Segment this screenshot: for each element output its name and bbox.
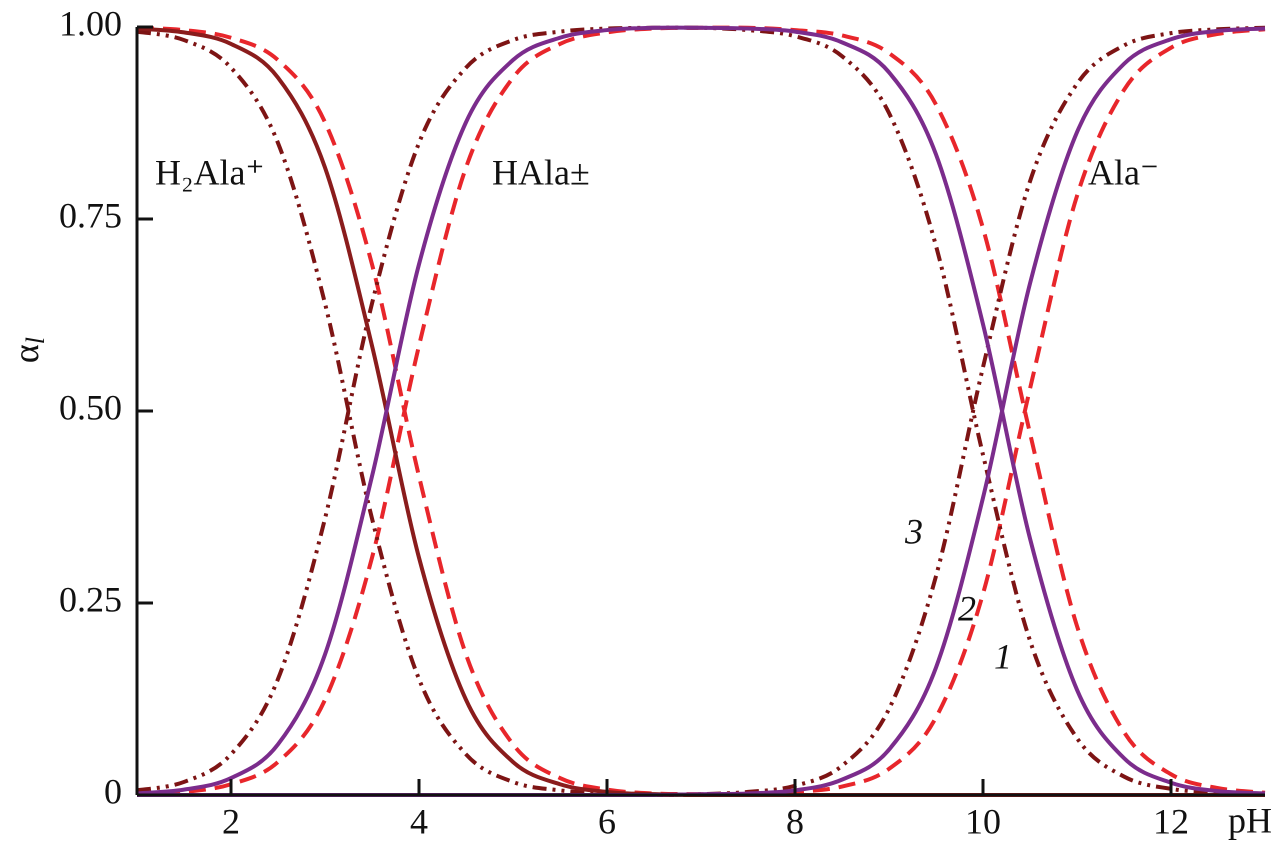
y-tick-label: 0.75 xyxy=(59,195,122,235)
species-label: HAla± xyxy=(492,152,590,192)
line-series xyxy=(136,25,1265,798)
species-label: H₂Ala⁺ xyxy=(155,152,265,192)
y-tick-label: 0.25 xyxy=(59,579,122,619)
x-tick-label: 2 xyxy=(222,801,240,841)
x-tick-label: 6 xyxy=(598,801,616,841)
x-tick-label: 10 xyxy=(965,801,1001,841)
y-axis-label: αl xyxy=(6,337,50,363)
y-tick-label: 0.50 xyxy=(59,387,122,427)
line-series xyxy=(136,25,1266,797)
x-axis-label: pH xyxy=(1228,800,1272,840)
x-tick-label: 8 xyxy=(786,801,804,841)
y-axis-subscript: l xyxy=(21,337,50,344)
curve-number: 2 xyxy=(958,588,976,628)
curve-number: 3 xyxy=(904,511,923,551)
x-tick-label: 12 xyxy=(1153,801,1189,841)
line-series xyxy=(137,27,1266,798)
y-axis-symbol: α xyxy=(6,344,46,363)
line-series xyxy=(136,29,1265,798)
line-series xyxy=(136,25,1266,796)
x-tick-label: 4 xyxy=(410,801,428,841)
line-series xyxy=(136,26,1265,798)
y-tick-label: 1.00 xyxy=(59,3,122,43)
line-series xyxy=(136,25,1266,797)
y-tick-label: 0 xyxy=(104,771,122,811)
line-series xyxy=(137,26,1266,798)
line-series xyxy=(137,25,1266,798)
curve-number: 1 xyxy=(994,636,1012,676)
species-label: Ala⁻ xyxy=(1088,152,1159,192)
